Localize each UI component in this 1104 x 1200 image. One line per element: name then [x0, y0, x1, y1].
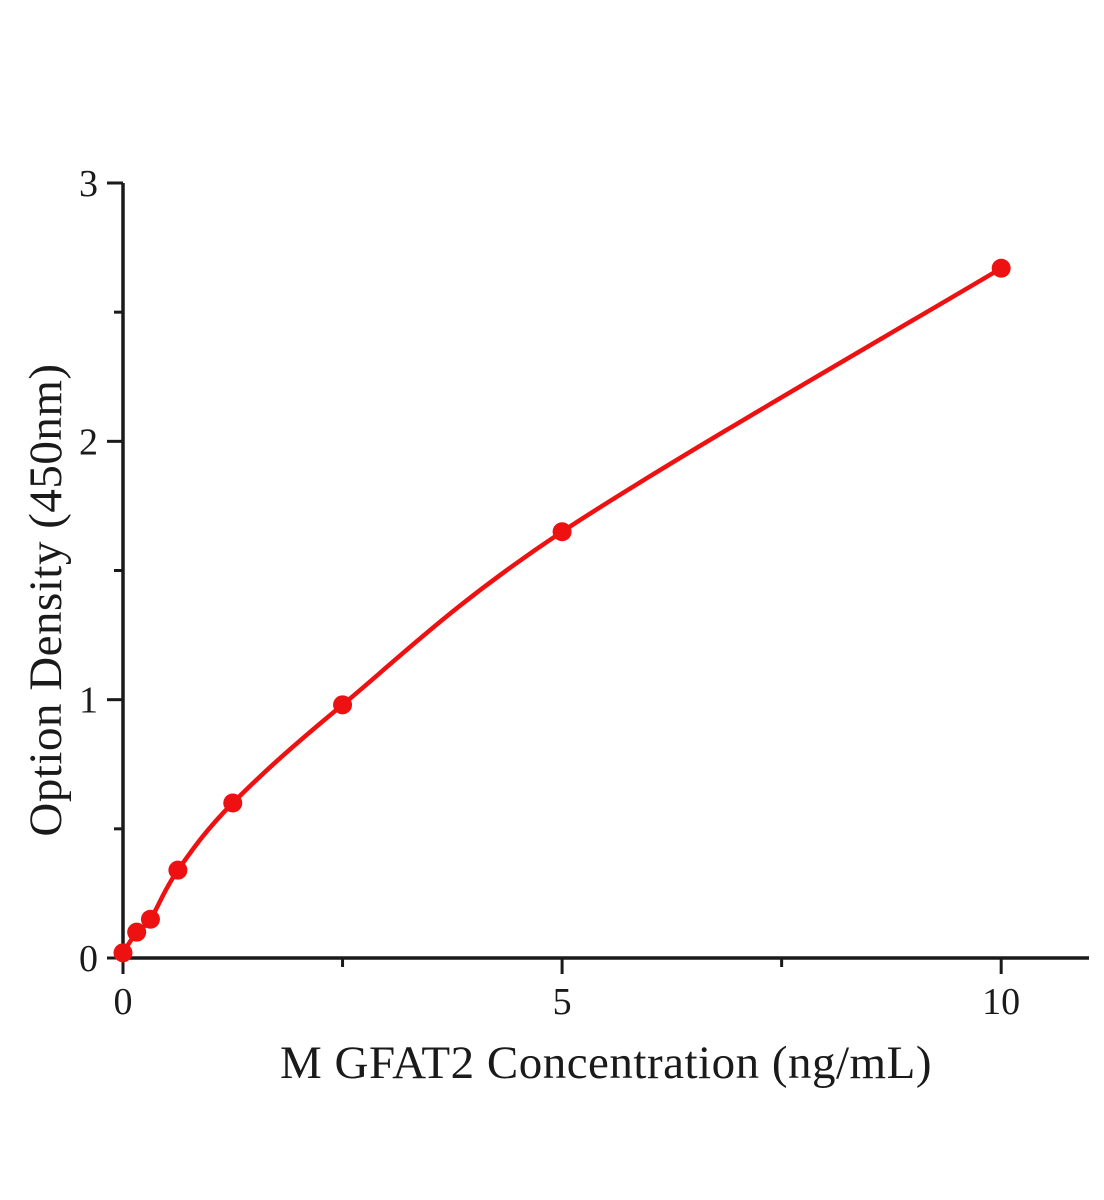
data-point	[991, 258, 1011, 278]
data-point	[552, 522, 572, 542]
y-tick-label: 0	[79, 938, 98, 980]
data-point	[140, 909, 160, 929]
standard-curve-line	[120, 266, 1004, 956]
x-tick-label: 5	[553, 981, 572, 1023]
y-tick-label: 2	[79, 421, 98, 463]
x-tick-label: 0	[114, 981, 133, 1023]
y-tick-label: 3	[79, 163, 98, 205]
y-tick-label: 1	[79, 680, 98, 722]
data-point	[168, 860, 188, 880]
data-point	[333, 695, 353, 715]
data-point	[113, 943, 133, 963]
data-point	[223, 793, 243, 813]
y-axis-label: Option Density (450nm)	[20, 363, 72, 837]
x-axis-label: M GFAT2 Concentration (ng/mL)	[280, 1037, 932, 1089]
x-tick-label: 10	[982, 981, 1020, 1023]
data-point	[127, 922, 147, 942]
